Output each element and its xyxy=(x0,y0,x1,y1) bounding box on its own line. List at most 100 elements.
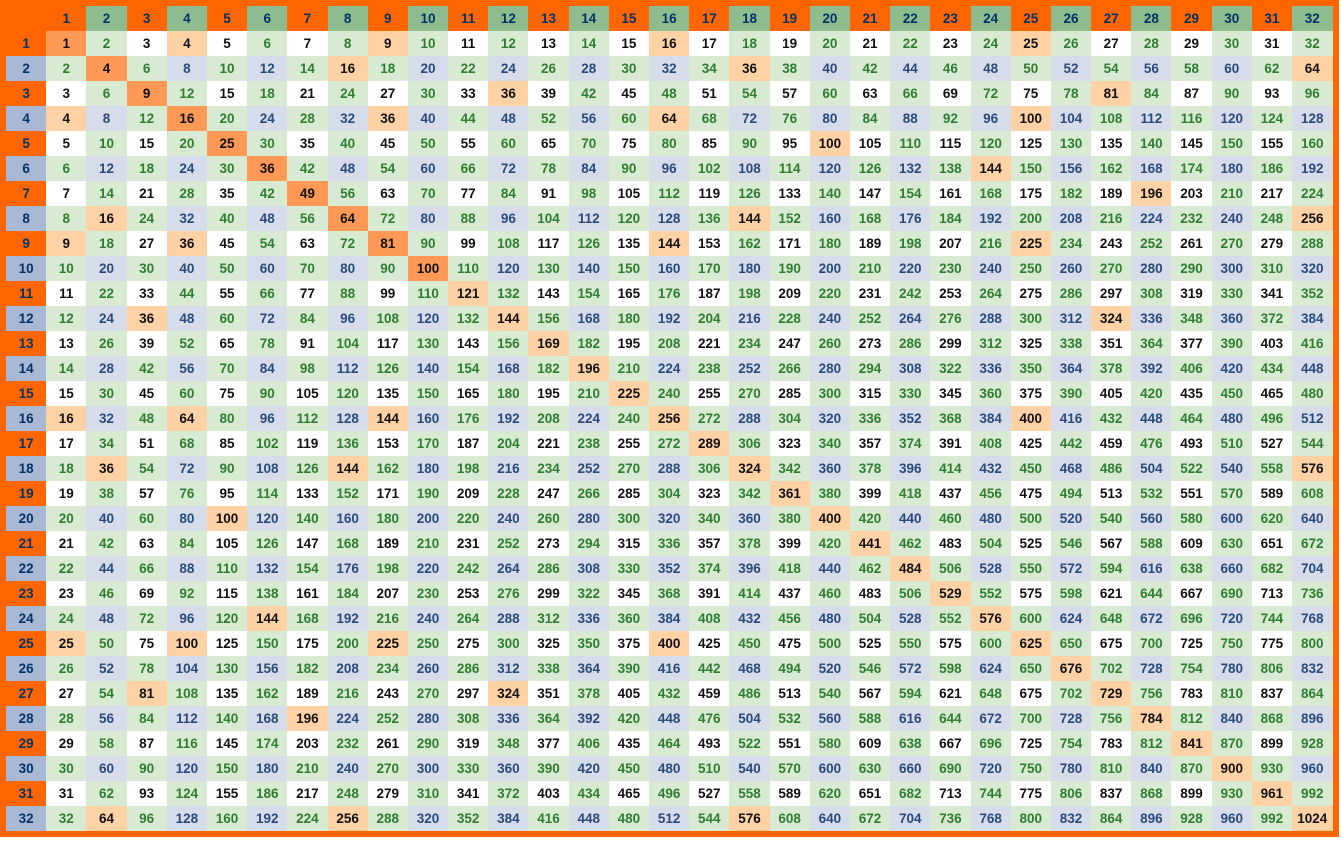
col-header: 15 xyxy=(609,6,649,31)
cell: 288 xyxy=(488,606,528,631)
cell: 713 xyxy=(1252,581,1292,606)
cell: 160 xyxy=(207,806,247,831)
cell: 588 xyxy=(1131,531,1171,556)
cell: 12 xyxy=(167,81,207,106)
row-header: 2 xyxy=(6,56,46,81)
cell: 98 xyxy=(569,181,609,206)
cell: 130 xyxy=(408,331,448,356)
cell: 16 xyxy=(649,31,689,56)
cell: 36 xyxy=(127,306,167,331)
cell: 558 xyxy=(1252,456,1292,481)
cell: 63 xyxy=(850,81,890,106)
cell: 320 xyxy=(408,806,448,831)
cell: 176 xyxy=(649,281,689,306)
cell: 418 xyxy=(890,481,930,506)
cell: 220 xyxy=(448,506,488,531)
cell: 250 xyxy=(1011,256,1051,281)
cell: 345 xyxy=(930,381,970,406)
cell: 837 xyxy=(1252,681,1292,706)
cell: 294 xyxy=(569,531,609,556)
cell: 240 xyxy=(810,306,850,331)
row-header: 24 xyxy=(6,606,46,631)
cell: 378 xyxy=(729,531,769,556)
cell: 116 xyxy=(167,731,207,756)
col-header: 23 xyxy=(930,6,970,31)
cell: 493 xyxy=(1171,431,1211,456)
cell: 8 xyxy=(328,31,368,56)
cell: 270 xyxy=(609,456,649,481)
cell: 105 xyxy=(207,531,247,556)
cell: 713 xyxy=(930,781,970,806)
cell: 80 xyxy=(408,206,448,231)
cell: 348 xyxy=(488,731,528,756)
cell: 12 xyxy=(247,56,287,81)
cell: 780 xyxy=(1051,756,1091,781)
cell: 364 xyxy=(1051,356,1091,381)
cell: 138 xyxy=(930,156,970,181)
cell: 56 xyxy=(1131,56,1171,81)
cell: 529 xyxy=(930,581,970,606)
cell: 403 xyxy=(1252,331,1292,356)
cell: 651 xyxy=(850,781,890,806)
cell: 377 xyxy=(1171,331,1211,356)
cell: 48 xyxy=(488,106,528,131)
cell: 22 xyxy=(46,556,86,581)
cell: 448 xyxy=(1131,406,1171,431)
cell: 806 xyxy=(1252,656,1292,681)
cell: 399 xyxy=(850,481,890,506)
cell: 7 xyxy=(287,31,327,56)
cell: 384 xyxy=(1292,306,1333,331)
cell: 342 xyxy=(770,456,810,481)
cell: 576 xyxy=(971,606,1011,631)
cell: 306 xyxy=(689,456,729,481)
cell: 186 xyxy=(1252,156,1292,181)
cell: 104 xyxy=(167,656,207,681)
cell: 24 xyxy=(488,56,528,81)
cell: 242 xyxy=(448,556,488,581)
cell: 372 xyxy=(1252,306,1292,331)
row-header: 31 xyxy=(6,781,46,806)
cell: 10 xyxy=(86,131,126,156)
cell: 580 xyxy=(810,731,850,756)
table-row: 2929588711614517420323226129031934837740… xyxy=(6,731,1333,756)
cell: 99 xyxy=(368,281,408,306)
cell: 75 xyxy=(207,381,247,406)
cell: 46 xyxy=(930,56,970,81)
cell: 300 xyxy=(408,756,448,781)
cell: 75 xyxy=(609,131,649,156)
cell: 52 xyxy=(528,106,568,131)
cell: 154 xyxy=(569,281,609,306)
cell: 196 xyxy=(569,356,609,381)
cell: 77 xyxy=(287,281,327,306)
cell: 8 xyxy=(167,56,207,81)
cell: 360 xyxy=(729,506,769,531)
cell: 812 xyxy=(1171,706,1211,731)
cell: 13 xyxy=(46,331,86,356)
cell: 21 xyxy=(287,81,327,106)
cell: 308 xyxy=(448,706,488,731)
table-row: 2828568411214016819622425228030833636439… xyxy=(6,706,1333,731)
cell: 60 xyxy=(86,756,126,781)
cell: 528 xyxy=(890,606,930,631)
cell: 640 xyxy=(1292,506,1333,531)
cell: 22 xyxy=(448,56,488,81)
cell: 589 xyxy=(770,781,810,806)
cell: 52 xyxy=(1051,56,1091,81)
cell: 90 xyxy=(729,131,769,156)
cell: 14 xyxy=(46,356,86,381)
cell: 325 xyxy=(528,631,568,656)
row-header: 19 xyxy=(6,481,46,506)
cell: 125 xyxy=(207,631,247,656)
cell: 240 xyxy=(649,381,689,406)
table-row: 1111223344556677889911012113214315416517… xyxy=(6,281,1333,306)
cell: 84 xyxy=(287,306,327,331)
cell: 768 xyxy=(971,806,1011,831)
cell: 384 xyxy=(649,606,689,631)
cell: 232 xyxy=(1171,206,1211,231)
cell: 48 xyxy=(167,306,207,331)
cell: 6 xyxy=(127,56,167,81)
cell: 27 xyxy=(46,681,86,706)
col-header: 9 xyxy=(368,6,408,31)
cell: 120 xyxy=(810,156,850,181)
cell: 550 xyxy=(890,631,930,656)
